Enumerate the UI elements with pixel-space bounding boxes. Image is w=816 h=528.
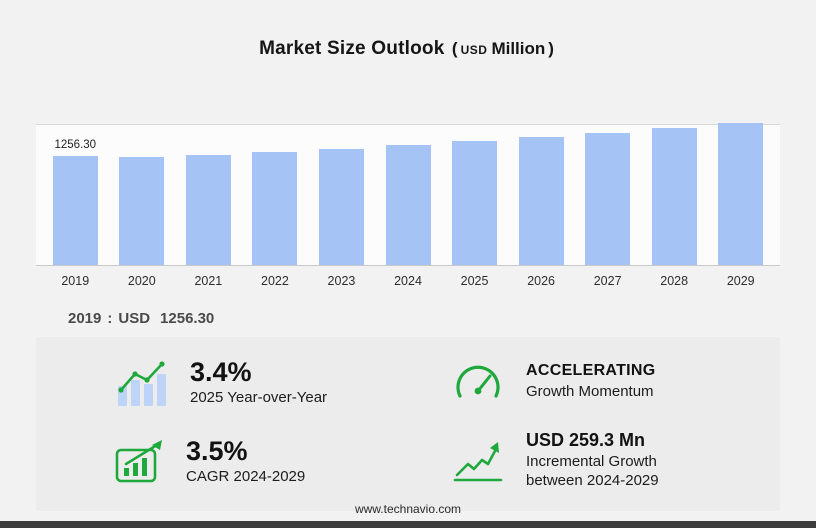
x-axis-label-2022: 2022	[261, 274, 289, 288]
callout-separator: :	[107, 310, 113, 327]
x-axis-label-2027: 2027	[593, 274, 622, 288]
bar-slot	[175, 125, 242, 265]
yoy-value: 3.4%	[190, 356, 252, 387]
bar-2029	[718, 123, 764, 265]
title-main: Market Size Outlook	[259, 38, 445, 59]
stat-momentum-text: ACCELERATING Growth Momentum	[526, 362, 656, 401]
stat-incremental-text: USD 259.3 Mn Incremental Growth between …	[526, 431, 711, 490]
x-axis-label-2029: 2029	[726, 274, 755, 288]
stats-panel: 3.4% 2025 Year-over-Year ACCELERATING Gr…	[36, 337, 780, 511]
bar-slot	[242, 125, 309, 265]
growth-bars-icon	[114, 358, 168, 406]
bar-slot	[641, 125, 708, 265]
chart-plot-area: 1256.30	[36, 123, 780, 266]
bar-slot	[109, 125, 176, 265]
cagr-box-icon	[114, 438, 164, 484]
bar-2028	[651, 128, 697, 265]
bar-2025	[452, 141, 498, 265]
stat-yoy-growth: 3.4% 2025 Year-over-Year	[114, 356, 452, 406]
bar-value-label-2019: 1256.30	[54, 139, 97, 151]
cagr-value: 3.5%	[186, 435, 248, 466]
bar-2026	[518, 137, 564, 265]
stat-momentum: ACCELERATING Growth Momentum	[452, 360, 764, 404]
bottom-bar	[0, 521, 816, 528]
website-url: www.technavio.com	[354, 502, 462, 516]
yoy-label: 2025 Year-over-Year	[190, 388, 328, 406]
stat-cagr: 3.5% CAGR 2024-2029	[114, 435, 452, 485]
callout-year: 2019	[68, 310, 102, 327]
bar-slot	[308, 125, 375, 265]
bar-slot	[707, 123, 774, 265]
incremental-value: USD 259.3 Mn	[526, 430, 646, 451]
x-axis-label-2020: 2020	[127, 274, 156, 288]
callout-value: 1256.30	[160, 310, 215, 327]
speedometer-icon	[452, 360, 504, 404]
momentum-value: ACCELERATING	[526, 362, 656, 380]
callout-currency: USD	[118, 310, 151, 327]
title-unit-usd: USD	[460, 43, 488, 57]
title-unit-million: Million	[491, 39, 546, 58]
cagr-label: CAGR 2024-2029	[186, 467, 306, 485]
x-axis-label-2021: 2021	[194, 274, 223, 288]
bar-slot	[375, 125, 442, 265]
bar-2020	[119, 157, 165, 265]
title-paren-open: (	[451, 39, 458, 58]
x-axis-label-2019: 2019	[61, 274, 90, 288]
base-year-callout: 2019: USD 1256.30	[68, 310, 816, 327]
bar-2023	[318, 149, 364, 265]
bar-slot	[508, 125, 575, 265]
momentum-label: Growth Momentum	[526, 383, 654, 401]
bar-2021	[185, 155, 231, 265]
bar-2019	[52, 156, 98, 265]
x-axis-label-2028: 2028	[660, 274, 689, 288]
x-axis-label-2024: 2024	[394, 274, 422, 288]
incremental-growth-icon	[452, 438, 504, 484]
bar-slot	[441, 125, 508, 265]
bar-2027	[585, 133, 631, 265]
page-title: Market Size Outlook (USD Million)	[0, 0, 816, 60]
stat-cagr-text: 3.5% CAGR 2024-2029	[186, 435, 306, 485]
x-axis-labels: 2019 2020 2021 2022 2023 2024 2025 2026 2027 2028…	[36, 266, 780, 288]
x-axis-label-2025: 2025	[460, 274, 489, 288]
stat-yoy-text: 3.4% 2025 Year-over-Year	[190, 356, 328, 406]
x-axis-label-2026: 2026	[527, 274, 555, 288]
incremental-label: Incremental Growth between 2024-2029	[526, 452, 659, 489]
title-paren-close: )	[548, 39, 554, 58]
bar-2022	[252, 152, 298, 265]
bar-slot	[574, 125, 641, 265]
stat-incremental-growth: USD 259.3 Mn Incremental Growth between …	[452, 431, 764, 490]
x-axis-label-2023: 2023	[327, 274, 356, 288]
bar-slot: 1256.30	[42, 125, 109, 265]
bar-2024	[385, 145, 431, 265]
market-size-bar-chart: 1256.30 2019 2020 2021 2022 2023 2024 2025 2026…	[36, 123, 780, 288]
